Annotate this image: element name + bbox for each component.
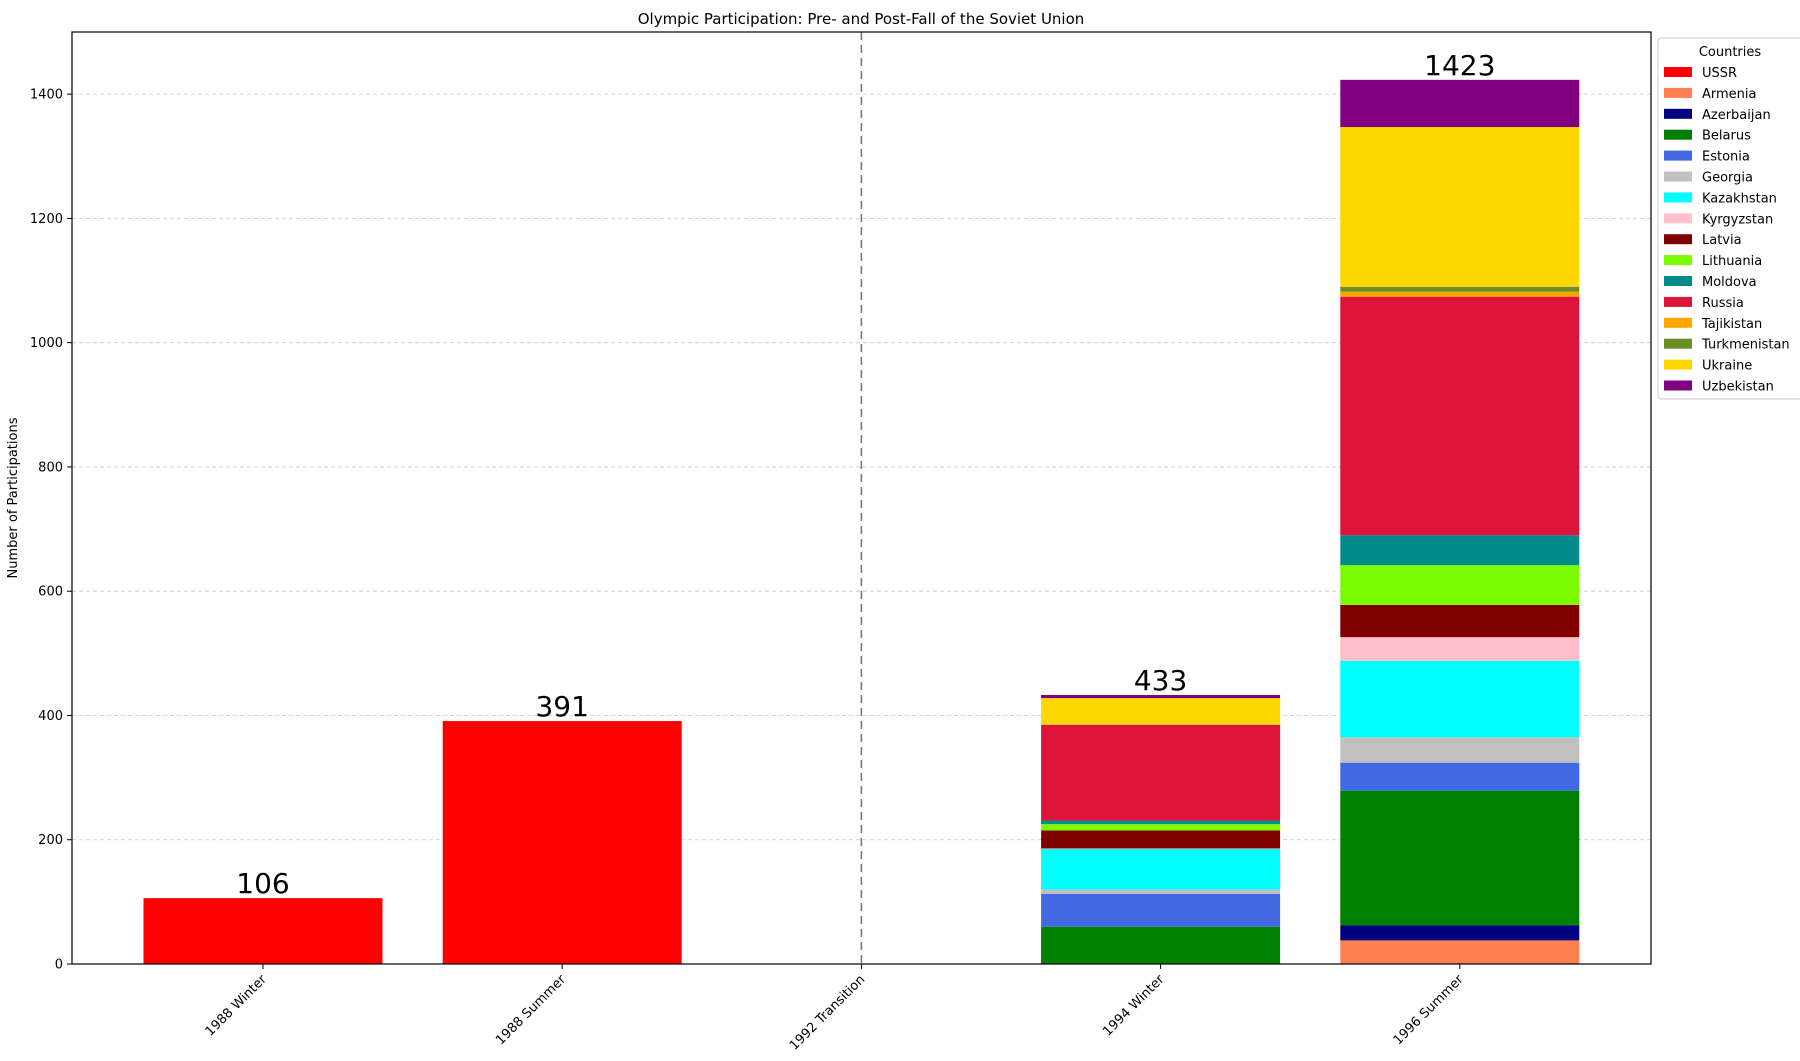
legend-swatch: [1664, 171, 1692, 182]
legend-frame: [1657, 37, 1800, 400]
legend-label: Kazakhstan: [1702, 191, 1777, 206]
legend-label: Russia: [1702, 296, 1744, 311]
bar-segment: [1041, 926, 1281, 964]
legend-swatch: [1664, 359, 1692, 370]
bar-segment: [1340, 565, 1580, 605]
legend-swatch: [1664, 108, 1692, 119]
y-tick-label: 1400: [30, 88, 63, 103]
legend-label: Moldova: [1702, 275, 1757, 290]
legend-swatch: [1664, 255, 1692, 266]
y-tick-label: 200: [38, 833, 63, 848]
bar-segment: [1340, 291, 1580, 297]
legend-swatch: [1664, 296, 1692, 307]
legend: Countries USSR Armenia Azerbaijan Belarus Es…: [1657, 37, 1800, 400]
bar-segment: [1340, 286, 1580, 292]
bar-segment: [1340, 604, 1580, 638]
bar-segment: [1041, 694, 1281, 699]
legend-label: Uzbekistan: [1702, 380, 1774, 395]
x-tick-label: 1988 Summer: [493, 972, 569, 1048]
bar-segment: [442, 721, 682, 964]
y-tick-label: 400: [38, 709, 63, 724]
bar-segment: [1340, 296, 1580, 536]
legend-label: Ukraine: [1702, 359, 1752, 374]
bar-segment: [1041, 848, 1281, 850]
x-tick-label: 1992 Transition: [787, 972, 868, 1053]
y-tick-label: 1000: [30, 336, 63, 351]
x-axis: 1988 Winter 1988 Summer 1992 Transition 199…: [203, 964, 1467, 1054]
legend-label: Tajikistan: [1701, 317, 1762, 332]
bars: [143, 79, 1580, 964]
legend-label: USSR: [1702, 66, 1737, 81]
bar-segment: [1041, 824, 1281, 831]
total-labels: 106 391 433 1423: [236, 49, 1495, 900]
legend-swatch: [1664, 234, 1692, 245]
y-tick-label: 1200: [30, 212, 63, 227]
legend-swatch: [1664, 192, 1692, 203]
bar-segment: [1340, 79, 1580, 128]
legend-swatch: [1664, 317, 1692, 328]
legend-swatch: [1664, 87, 1692, 98]
legend-label: Latvia: [1702, 233, 1742, 248]
bar-segment: [1340, 127, 1580, 287]
bar-segment: [1041, 820, 1281, 825]
legend-swatch: [1664, 129, 1692, 140]
legend-label: Azerbaijan: [1702, 108, 1771, 123]
y-tick-label: 0: [55, 958, 63, 973]
x-tick-label: 1988 Winter: [203, 972, 271, 1040]
bar-segment: [143, 898, 383, 964]
legend-label: Lithuania: [1702, 254, 1762, 269]
y-axis-label: Number of Participations: [6, 417, 21, 578]
y-tick-label: 800: [38, 460, 63, 475]
x-tick-label: 1994 Winter: [1100, 972, 1168, 1040]
total-label: 391: [535, 690, 588, 723]
legend-swatch: [1664, 380, 1692, 391]
legend-items: USSR Armenia Azerbaijan Belarus Estonia Georg…: [1664, 66, 1790, 395]
y-axis: 0 200 400 600 800 1000 1200 1400: [30, 88, 72, 973]
bar-segment: [1340, 762, 1580, 791]
bar-segment: [1041, 724, 1281, 821]
bar-segment: [1340, 660, 1580, 738]
bar-segment: [1041, 849, 1281, 890]
legend-swatch: [1664, 338, 1692, 349]
legend-title: Countries: [1699, 45, 1762, 60]
bar-segment: [1041, 698, 1281, 725]
chart-title: Olympic Participation: Pre- and Post-Fal…: [638, 10, 1085, 28]
total-label: 106: [236, 867, 289, 900]
bar-segment: [1340, 925, 1580, 941]
total-label: 1423: [1424, 49, 1495, 82]
bar-segment: [1041, 889, 1281, 894]
bar-segment: [1340, 940, 1580, 964]
legend-swatch: [1664, 276, 1692, 286]
legend-label: Kyrgyzstan: [1702, 212, 1773, 227]
bar-segment: [1340, 637, 1580, 661]
bar-segment: [1041, 893, 1281, 927]
legend-label: Belarus: [1702, 129, 1751, 144]
legend-label: Estonia: [1702, 150, 1750, 165]
bar-segment: [1340, 535, 1580, 566]
legend-label: Armenia: [1702, 87, 1757, 102]
legend-label: Turkmenistan: [1701, 338, 1790, 353]
bar-segment: [1041, 830, 1281, 849]
legend-swatch: [1664, 67, 1692, 77]
x-tick-label: 1996 Summer: [1391, 972, 1467, 1048]
legend-swatch: [1664, 213, 1692, 224]
legend-swatch: [1664, 150, 1692, 161]
y-tick-label: 600: [38, 585, 63, 600]
bar-segment: [1340, 790, 1580, 926]
total-label: 433: [1134, 664, 1187, 697]
bar-segment: [1340, 737, 1580, 763]
legend-label: Georgia: [1702, 171, 1753, 186]
